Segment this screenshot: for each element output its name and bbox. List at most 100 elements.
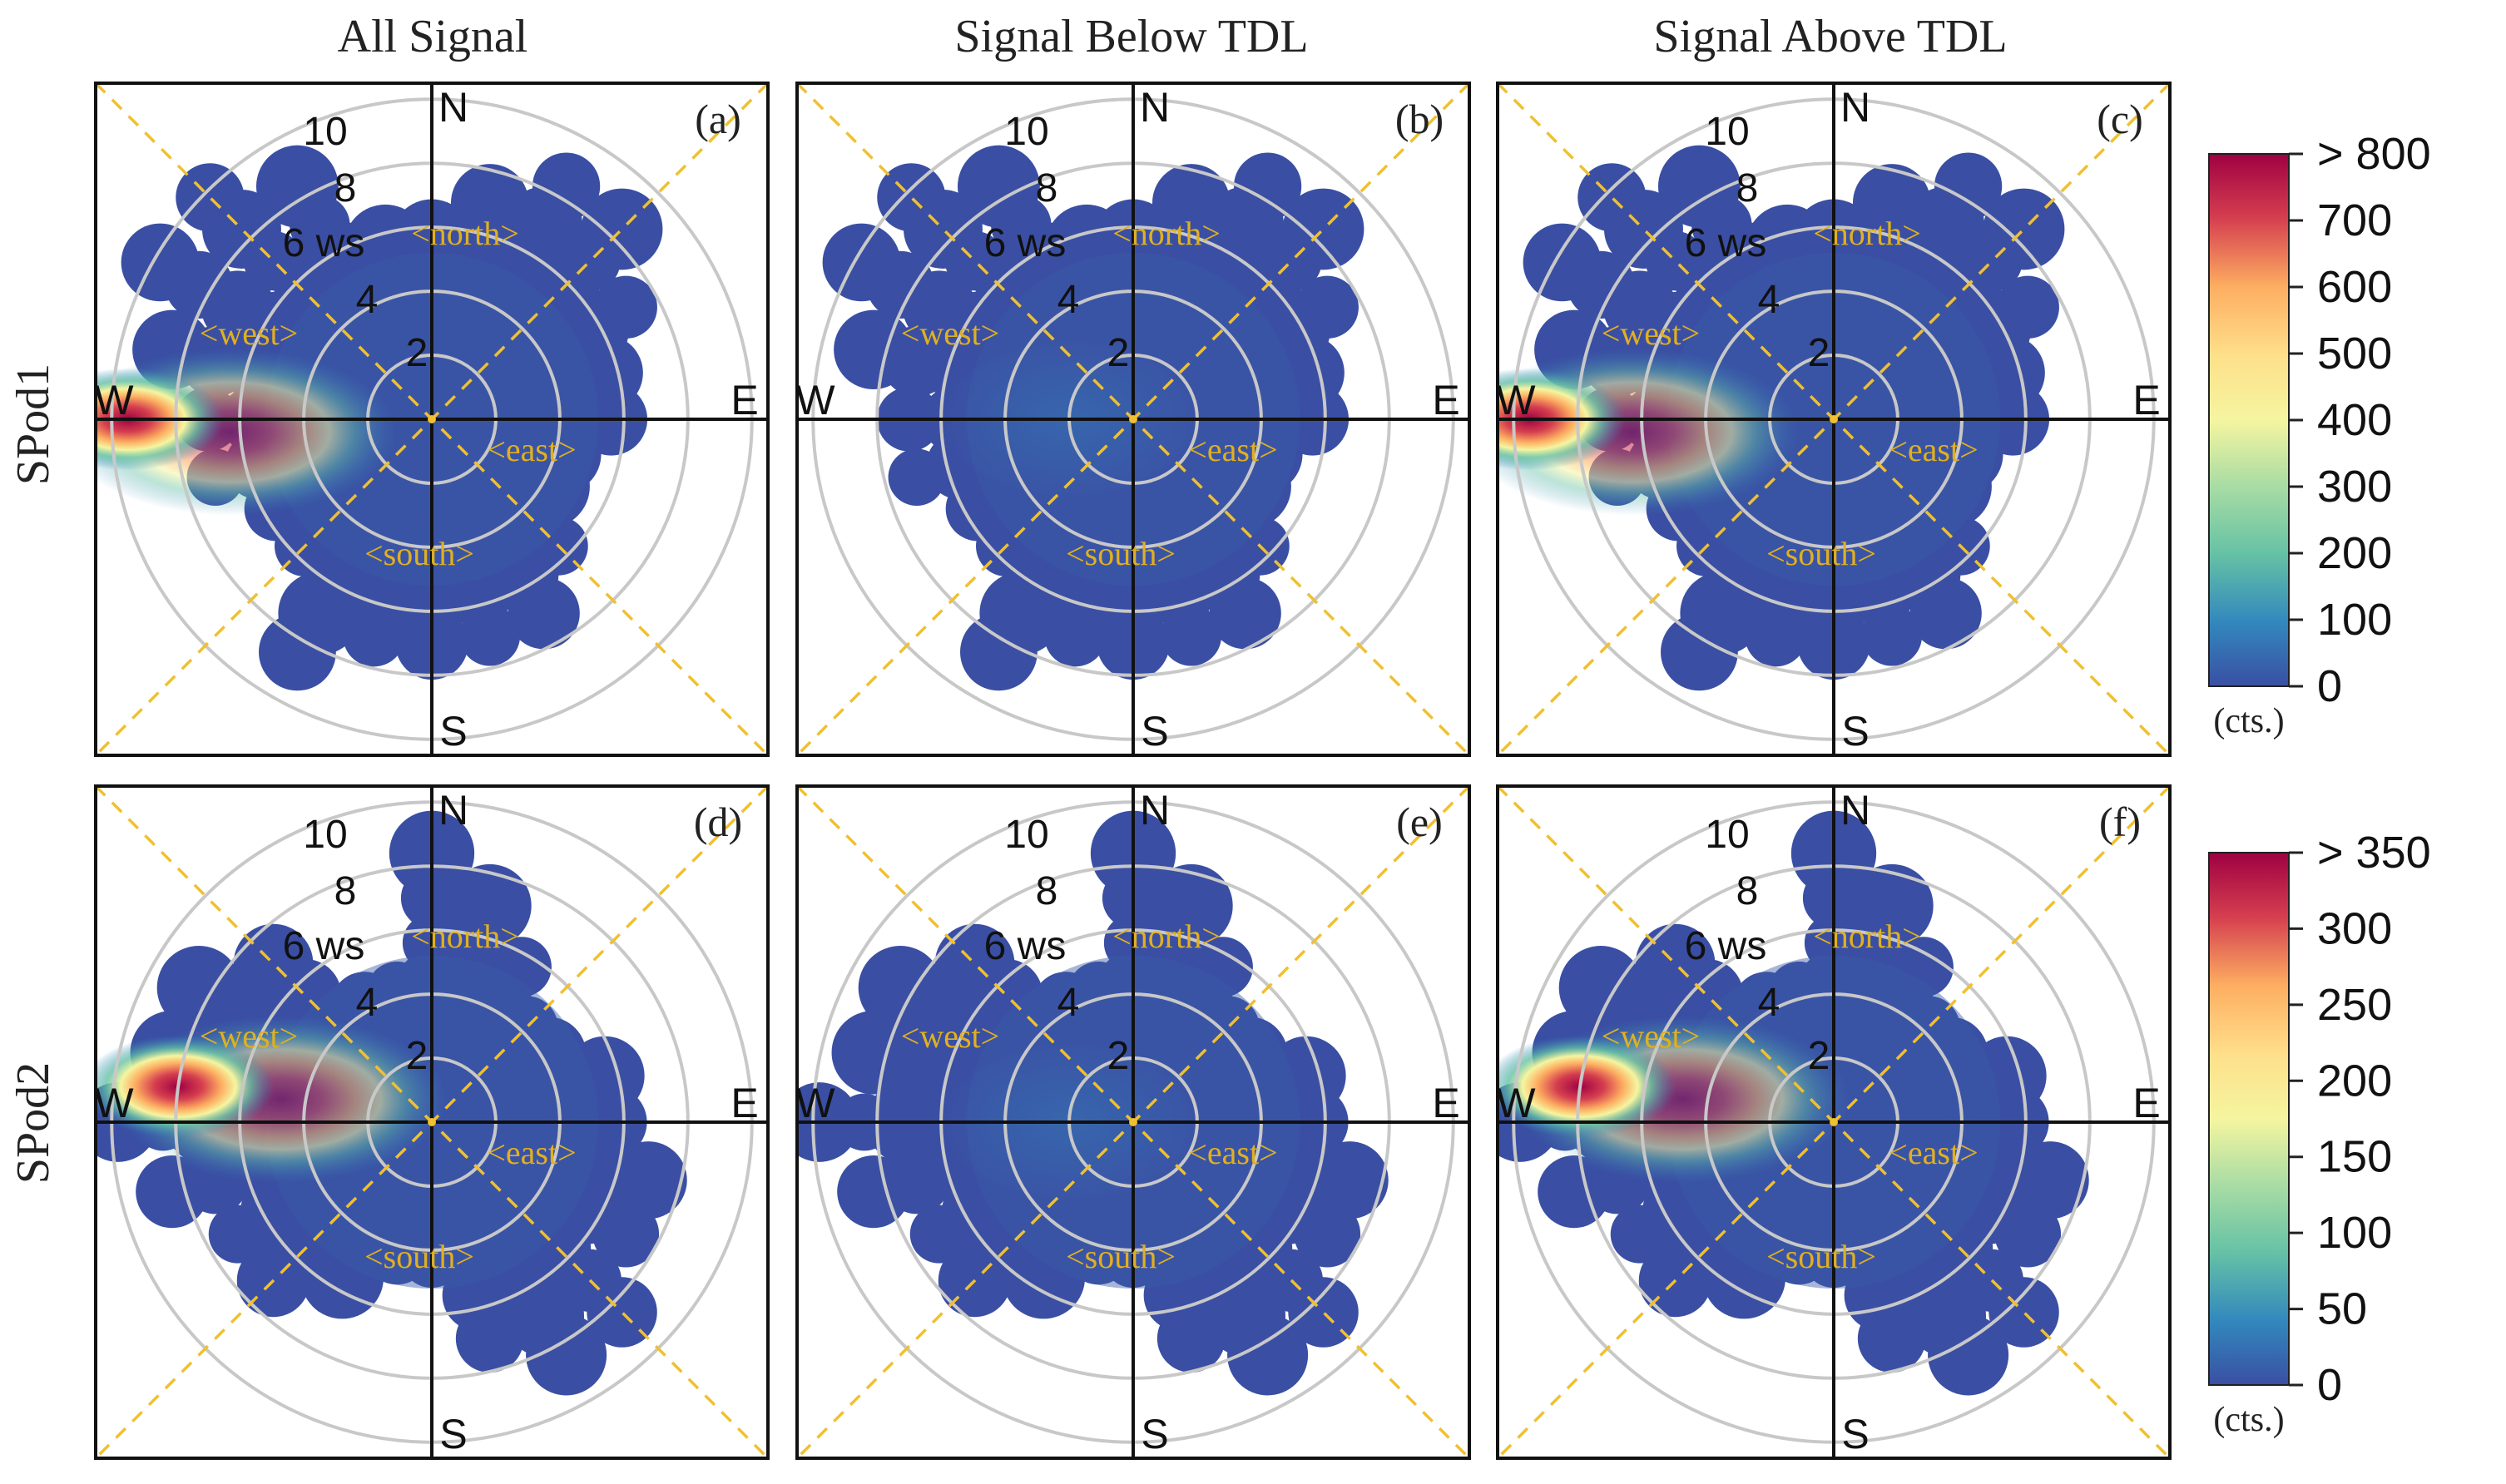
sector-south: <south> [1066, 1238, 1176, 1275]
radial-tick-10: 10 [1004, 110, 1048, 154]
radial-tick-4: 4 [1057, 981, 1080, 1025]
radial-tick-2: 2 [1808, 331, 1830, 375]
radial-tick-8: 8 [1736, 166, 1759, 210]
sector-east: <east> [1889, 431, 1978, 468]
panel-d-hotspot [96, 1035, 275, 1138]
radial-tick-8: 8 [1036, 869, 1058, 913]
panel-label: (e) [1396, 799, 1443, 845]
compass-s: S [1141, 708, 1168, 754]
colorbar-tick-label: 200 [2317, 1056, 2392, 1106]
colorbar-spod2-bar [2208, 852, 2290, 1386]
radial-tick-6-ws: 6 ws [283, 221, 365, 265]
row-label-spod2: SPod2 [7, 1062, 59, 1184]
column-title-above-tdl: Signal Above TDL [1653, 11, 2007, 62]
sector-east: <east> [487, 431, 576, 468]
compass-e: E [2132, 377, 2160, 423]
panel-frame [1496, 82, 2172, 757]
panel-frame [795, 82, 1471, 757]
compass-w: W [1496, 1080, 1536, 1126]
panel-label: (c) [2097, 96, 2143, 142]
panel-d: N E S W (d) 10 8 42 6 ws <north> <east> <south> <wes… [94, 784, 770, 1460]
sector-south: <south> [364, 1238, 474, 1275]
sector-north: <north> [1813, 215, 1921, 252]
panel-frame [795, 784, 1471, 1460]
compass-w: W [94, 377, 134, 423]
colorbar-tick-label: 100 [2317, 595, 2392, 645]
panel-f-hotspot [1498, 1035, 1676, 1138]
radial-tick-8: 8 [334, 166, 357, 210]
row-label-spod1: SPod1 [7, 364, 59, 485]
compass-s: S [1141, 1411, 1168, 1457]
sector-north: <north> [411, 918, 519, 955]
panel-frame [94, 784, 770, 1460]
panel-f: N E S W (f) 10 8 42 6 ws <north> <east> <south> <wes… [1496, 784, 2172, 1460]
compass-n: N [1840, 787, 1870, 834]
compass-e: E [731, 1080, 758, 1126]
sector-south: <south> [1066, 535, 1176, 572]
colorbar-tick-label: 500 [2317, 329, 2392, 378]
colorbar-tick-label: 0 [2317, 1360, 2342, 1410]
colorbar-spod1-unit: (cts.) [2213, 702, 2284, 740]
radial-tick-4: 4 [1758, 278, 1780, 322]
radial-tick-8: 8 [1736, 869, 1759, 913]
panel-label: (a) [695, 96, 741, 142]
panel-b: N E S W (b) 10 8 42 6 ws <north> <east> <south> <wes… [795, 82, 1471, 757]
radial-tick-4: 4 [1758, 981, 1780, 1025]
sector-east: <east> [1188, 1134, 1277, 1171]
radial-tick-2: 2 [1107, 1034, 1130, 1078]
column-title-below-tdl: Signal Below TDL [954, 11, 1308, 62]
sector-south: <south> [1766, 535, 1876, 572]
colorbar-tick-label: 250 [2317, 980, 2392, 1030]
colorbar-tick-label: 100 [2317, 1208, 2392, 1258]
panel-label: (d) [694, 799, 742, 845]
colorbar-spod2-unit: (cts.) [2213, 1401, 2284, 1439]
compass-w: W [94, 1080, 134, 1126]
colorbar-tick-label: 0 [2317, 661, 2342, 711]
panel-frame [1496, 784, 2172, 1460]
colorbar-spod1: > 800 700 600 500 400 300 200 100 0 (cts.) [2208, 129, 2431, 740]
sector-north: <north> [1813, 918, 1921, 955]
colorbar-spod2: > 350 300 250 200 150 100 50 0 (cts.) [2208, 828, 2431, 1439]
sector-south: <south> [364, 535, 474, 572]
colorbar-tick-label: 150 [2317, 1132, 2392, 1182]
compass-n: N [438, 787, 468, 834]
radial-tick-4: 4 [356, 981, 379, 1025]
sector-west: <west> [200, 1017, 298, 1055]
colorbar-tick-label: 600 [2317, 262, 2392, 312]
compass-n: N [1140, 787, 1170, 834]
radial-tick-8: 8 [1036, 166, 1058, 210]
panel-a: N E S W (a) 10 8 42 6 ws <north> <east> <south> <wes… [94, 82, 770, 757]
colorbar-tick-label: 700 [2317, 195, 2392, 245]
colorbar-tick-label: 300 [2317, 462, 2392, 512]
compass-n: N [438, 84, 468, 131]
sector-west: <west> [200, 314, 298, 352]
radial-tick-6-ws: 6 ws [1685, 924, 1767, 968]
panel-label: (f) [2099, 799, 2141, 845]
panel-c: N E S W (c) 10 8 42 6 ws <north> <east> <south> <wes… [1496, 82, 2172, 757]
colorbar-spod1-bar [2208, 153, 2290, 687]
radial-tick-6-ws: 6 ws [1685, 221, 1767, 265]
colorbar-tick-label: 200 [2317, 528, 2392, 578]
sector-east: <east> [487, 1134, 576, 1171]
sector-west: <west> [901, 1017, 999, 1055]
radial-tick-2: 2 [1107, 331, 1130, 375]
radial-tick-4: 4 [356, 278, 379, 322]
sector-west: <west> [1602, 314, 1700, 352]
radial-tick-2: 2 [406, 331, 428, 375]
colorbar-tick-label: > 800 [2317, 129, 2431, 179]
panel-frame [94, 82, 770, 757]
compass-w: W [1496, 377, 1536, 423]
panel-label: (b) [1395, 96, 1444, 142]
sector-west: <west> [901, 314, 999, 352]
compass-s: S [1841, 1411, 1869, 1457]
sector-north: <north> [1112, 918, 1221, 955]
compass-w: W [795, 377, 835, 423]
compass-w: W [795, 1080, 835, 1126]
radial-tick-10: 10 [1705, 813, 1749, 857]
radial-tick-2: 2 [406, 1034, 428, 1078]
colorbar-tick-label: > 350 [2317, 828, 2431, 878]
compass-n: N [1840, 84, 1870, 131]
radial-tick-10: 10 [303, 110, 347, 154]
